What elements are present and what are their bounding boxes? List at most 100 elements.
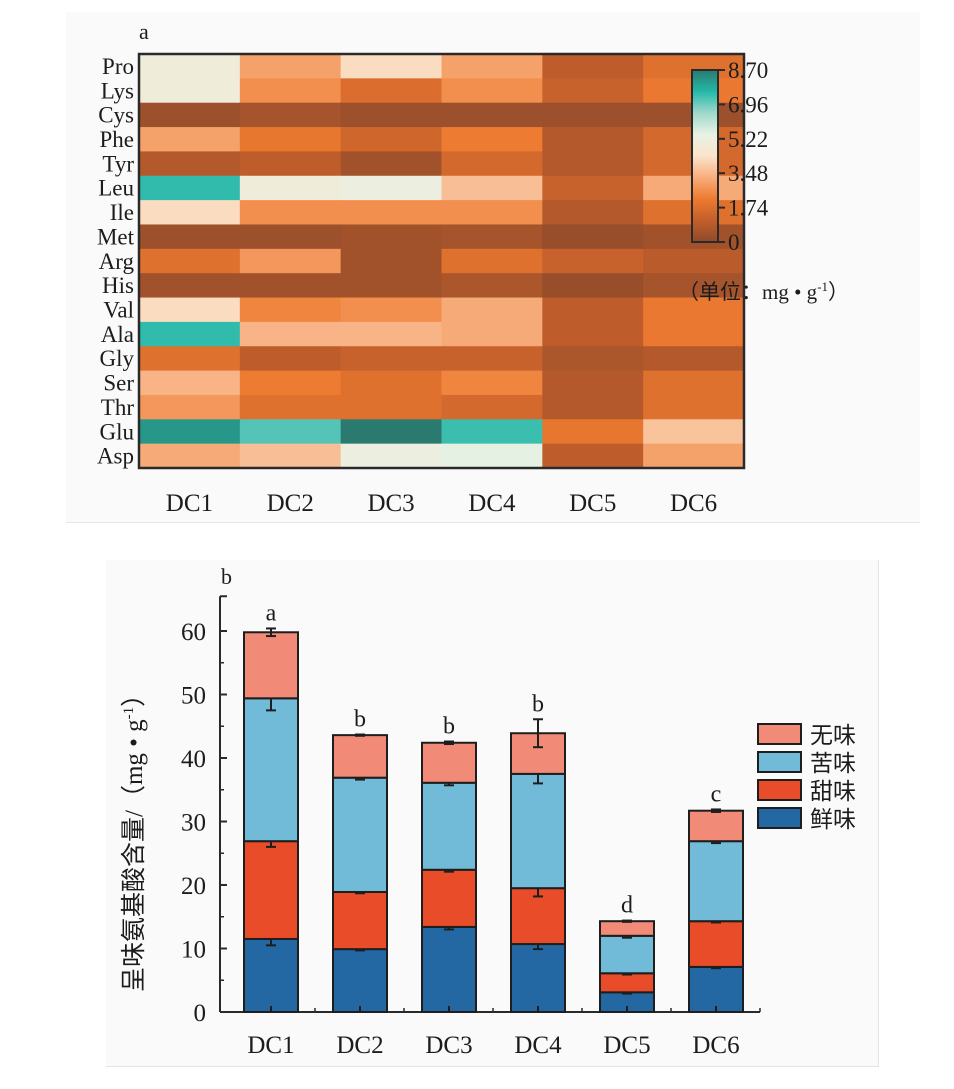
heatmap-cell — [239, 443, 342, 469]
heatmap-cell — [340, 443, 442, 469]
bar-segment-3 — [332, 776, 388, 893]
heatmap-row-label: Met — [97, 224, 135, 249]
heatmap-cell — [139, 443, 241, 469]
heatmap-cell — [139, 394, 241, 420]
heatmap-cell — [542, 102, 644, 128]
heatmap-row-label: Tyr — [102, 151, 134, 176]
heatmap-cell — [239, 273, 342, 299]
heatmap-row-label: Ala — [101, 322, 134, 347]
heatmap-cell — [239, 346, 342, 372]
y-tick-label: 0 — [194, 1000, 207, 1027]
bar-segment-3 — [421, 781, 477, 871]
significance-letter: d — [621, 893, 633, 919]
heatmap-cell — [139, 78, 241, 104]
heatmap-cell — [340, 54, 442, 79]
heatmap-cell — [340, 151, 442, 177]
colorbar-tick-label: 6.96 — [728, 92, 768, 117]
bar-segment-4 — [243, 631, 299, 700]
heatmap-cell — [239, 78, 342, 104]
heatmap-cell — [340, 200, 442, 225]
heatmap-cell — [542, 419, 644, 445]
x-tick-label: DC5 — [603, 1032, 650, 1059]
bar-segment-2 — [599, 972, 655, 994]
colorbar — [691, 69, 719, 243]
heatmap-row-label: Arg — [99, 249, 135, 274]
heatmap-cell — [542, 127, 644, 152]
x-tick-label: DC3 — [425, 1032, 472, 1059]
heatmap-row-label: Ser — [103, 371, 134, 396]
y-axis-label-superscript: -1 — [121, 707, 137, 720]
heatmap-col-label: DC4 — [468, 490, 516, 517]
heatmap-cell — [239, 151, 342, 177]
bar-segment-4 — [688, 809, 744, 843]
colorbar-tick-label: 5.22 — [728, 127, 768, 152]
heatmap-cell — [139, 54, 241, 79]
heatmap-cell — [643, 370, 745, 396]
stacked-bar-chart: b 0 10 20 30 40 50 60 呈味氨基酸含量/（mg • g-1） a DC1 b DC2… — [120, 564, 856, 1059]
y-tick-label: 30 — [181, 810, 206, 837]
heatmap-cell — [340, 297, 442, 323]
heatmap-cell — [441, 321, 543, 347]
colorbar-tick-label: 8.70 — [728, 58, 768, 83]
bar-segment-1 — [421, 925, 477, 1013]
heatmap-cell — [340, 175, 442, 201]
heatmap-cell — [239, 419, 342, 445]
heatmap-cell — [239, 370, 342, 396]
y-axis-label-text: 呈味氨基酸含量/（mg • g — [120, 719, 148, 992]
heatmap-cell — [340, 248, 442, 274]
heatmap-cell — [542, 346, 644, 372]
heatmap-cell — [542, 151, 644, 177]
significance-letter: b — [354, 707, 366, 733]
heatmap-cell — [542, 370, 644, 396]
heatmap-cell — [542, 273, 644, 299]
bar-segment-3 — [510, 772, 566, 890]
bar-segment-4 — [599, 920, 655, 937]
legend-item: 无味 — [757, 723, 856, 748]
bar-segment-3 — [243, 697, 299, 843]
legend-swatch — [757, 807, 802, 829]
heatmap-cell — [643, 394, 745, 420]
legend-label: 无味 — [810, 723, 856, 748]
heatmap-cell — [643, 346, 745, 372]
heatmap-cell — [340, 370, 442, 396]
heatmap-cell — [441, 151, 543, 177]
heatmap-cell — [139, 273, 241, 299]
bar-segment-2 — [243, 840, 299, 940]
bar-segment-2 — [421, 868, 477, 928]
heatmap-cell — [139, 200, 241, 225]
y-tick-label: 10 — [181, 937, 206, 964]
legend-swatch — [757, 751, 802, 773]
heatmap-cell — [643, 443, 745, 469]
heatmap-cell — [643, 419, 745, 445]
heatmap-cell — [139, 346, 241, 372]
heatmap-cell — [340, 419, 442, 445]
heatmap-cell — [139, 127, 241, 152]
legend-item: 鲜味 — [757, 807, 856, 832]
heatmap-cell — [340, 394, 442, 420]
heatmap-cell — [340, 346, 442, 372]
heatmap-cell — [542, 321, 644, 347]
heatmap-cell — [441, 346, 543, 372]
heatmap-cell — [239, 127, 342, 152]
heatmap-cell — [139, 370, 241, 396]
legend-label: 甜味 — [810, 779, 856, 804]
heatmap-cell — [239, 175, 342, 201]
unit-superscript: -1 — [817, 279, 828, 294]
legend-item: 苦味 — [757, 751, 856, 776]
heatmap-col-label: DC5 — [569, 490, 616, 517]
unit-close: ） — [828, 280, 849, 304]
heatmap-row-label: Glu — [100, 419, 135, 444]
legend-swatch — [757, 779, 802, 801]
colorbar-tick-label: 0 — [728, 230, 740, 255]
y-axis-label: 呈味氨基酸含量/（mg • g-1） — [120, 682, 148, 992]
x-tick-label: DC1 — [247, 1032, 294, 1059]
heatmap-frame — [137, 52, 746, 470]
heatmap-cell — [239, 102, 342, 128]
heatmap-cell — [441, 443, 543, 469]
bar-segment-4 — [421, 741, 477, 784]
legend-label: 苦味 — [810, 751, 856, 776]
heatmap-cell — [239, 321, 342, 347]
bar-segment-1 — [332, 948, 388, 1014]
heatmap-cell — [139, 151, 241, 177]
x-tick-label: DC6 — [692, 1032, 739, 1059]
